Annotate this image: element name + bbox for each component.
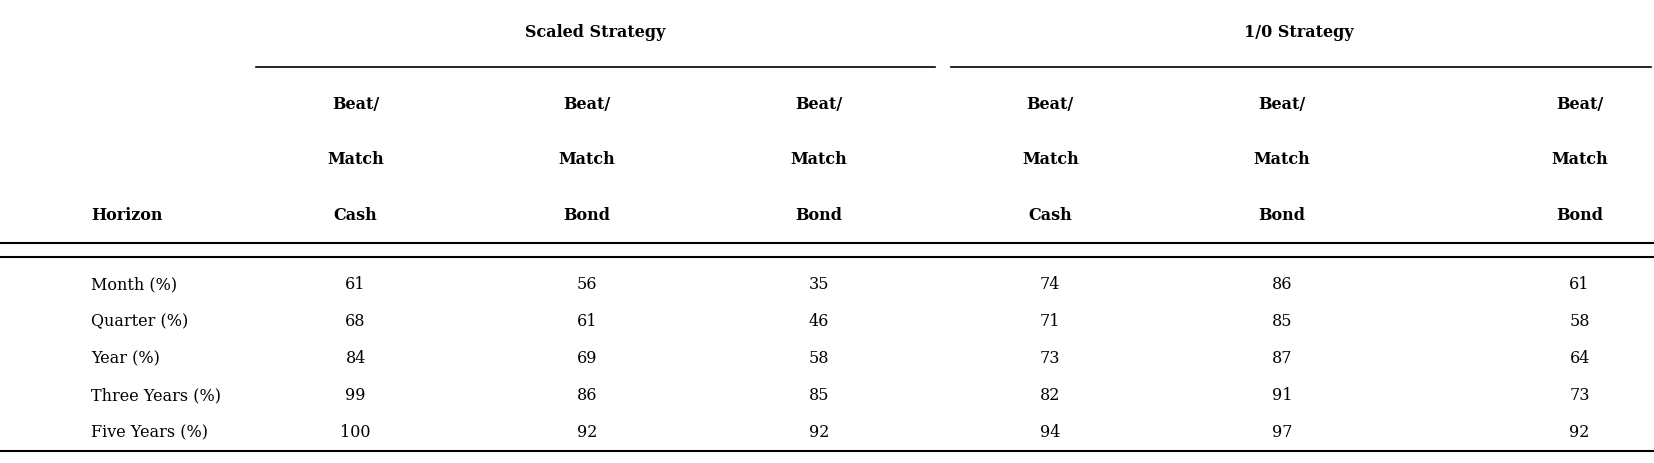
Text: Beat/: Beat/	[796, 96, 842, 113]
Text: Quarter (%): Quarter (%)	[91, 313, 189, 330]
Text: Bond: Bond	[796, 207, 842, 224]
Text: 74: 74	[1040, 276, 1060, 293]
Text: Match: Match	[791, 151, 847, 168]
Text: 46: 46	[809, 313, 829, 330]
Text: 86: 86	[1272, 276, 1292, 293]
Text: Cash: Cash	[1029, 207, 1072, 224]
Text: 85: 85	[1272, 313, 1292, 330]
Text: Three Years (%): Three Years (%)	[91, 388, 222, 404]
Text: 86: 86	[577, 388, 597, 404]
Text: 35: 35	[809, 276, 829, 293]
Text: 92: 92	[809, 425, 829, 441]
Text: Match: Match	[327, 151, 384, 168]
Text: 100: 100	[341, 425, 370, 441]
Text: 61: 61	[346, 276, 366, 293]
Text: 69: 69	[577, 350, 597, 367]
Text: Bond: Bond	[564, 207, 610, 224]
Text: Five Years (%): Five Years (%)	[91, 425, 208, 441]
Text: 58: 58	[809, 350, 829, 367]
Text: 82: 82	[1040, 388, 1060, 404]
Text: Month (%): Month (%)	[91, 276, 177, 293]
Text: Match: Match	[1254, 151, 1310, 168]
Text: Match: Match	[559, 151, 615, 168]
Text: Scaled Strategy: Scaled Strategy	[526, 24, 665, 41]
Text: 56: 56	[577, 276, 597, 293]
Text: Horizon: Horizon	[91, 207, 162, 224]
Text: 68: 68	[346, 313, 366, 330]
Text: Bond: Bond	[1259, 207, 1305, 224]
Text: 85: 85	[809, 388, 829, 404]
Text: 92: 92	[1570, 425, 1589, 441]
Text: 92: 92	[577, 425, 597, 441]
Text: 64: 64	[1570, 350, 1589, 367]
Text: Beat/: Beat/	[332, 96, 379, 113]
Text: Beat/: Beat/	[1027, 96, 1073, 113]
Text: Beat/: Beat/	[1556, 96, 1603, 113]
Text: Bond: Bond	[1556, 207, 1603, 224]
Text: 87: 87	[1272, 350, 1292, 367]
Text: 61: 61	[1570, 276, 1589, 293]
Text: 1/0 Strategy: 1/0 Strategy	[1244, 24, 1353, 41]
Text: Beat/: Beat/	[564, 96, 610, 113]
Text: 73: 73	[1040, 350, 1060, 367]
Text: 71: 71	[1040, 313, 1060, 330]
Text: 97: 97	[1272, 425, 1292, 441]
Text: 91: 91	[1272, 388, 1292, 404]
Text: 58: 58	[1570, 313, 1589, 330]
Text: Beat/: Beat/	[1259, 96, 1305, 113]
Text: 61: 61	[577, 313, 597, 330]
Text: Year (%): Year (%)	[91, 350, 160, 367]
Text: Match: Match	[1551, 151, 1608, 168]
Text: Cash: Cash	[334, 207, 377, 224]
Text: 84: 84	[346, 350, 366, 367]
Text: 73: 73	[1570, 388, 1589, 404]
Text: Match: Match	[1022, 151, 1078, 168]
Text: 99: 99	[346, 388, 366, 404]
Text: 94: 94	[1040, 425, 1060, 441]
